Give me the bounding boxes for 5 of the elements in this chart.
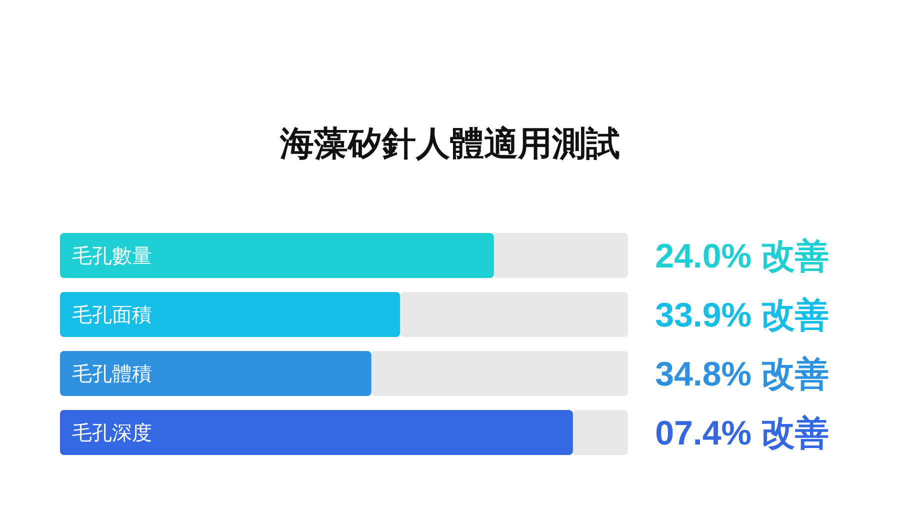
y-tick-label: 毛孔深度 (72, 422, 152, 444)
y-tick-label: 毛孔面積 (72, 304, 152, 326)
y-tick-label: 毛孔數量 (72, 246, 152, 268)
y-tick-label: 毛孔體積 (72, 364, 152, 386)
chart-title: 海藻矽針人體適用測試 (279, 125, 620, 163)
